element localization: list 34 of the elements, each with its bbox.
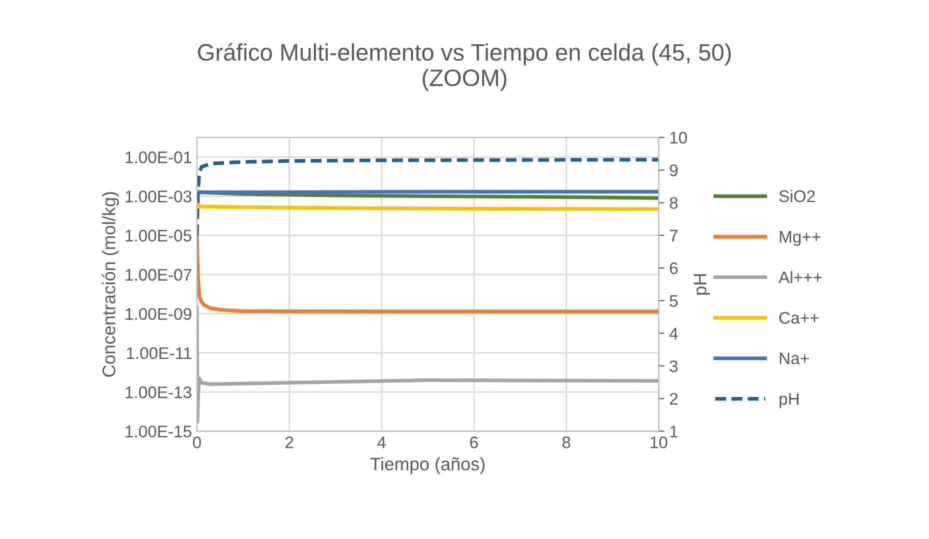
chart-title: Gráfico Multi-elemento vs Tiempo en celda (45, 50) (ZOOM) bbox=[198, 43, 731, 91]
x-tick-label: 6 bbox=[470, 436, 478, 448]
y-tick-label: 1.00E-11 bbox=[126, 347, 192, 360]
legend-label: pH bbox=[780, 393, 798, 408]
y2-tick-label: 1 bbox=[670, 426, 678, 438]
y2-tick-label: 8 bbox=[670, 197, 678, 209]
legend-label: Mg++ bbox=[780, 231, 820, 246]
x-tick-label: 4 bbox=[377, 436, 386, 448]
y2-tick-label: 9 bbox=[670, 164, 678, 176]
y2-tick-label: 2 bbox=[670, 392, 678, 405]
y2-tick-label: 4 bbox=[669, 328, 678, 340]
x-tick-label: 0 bbox=[192, 436, 201, 448]
y-tick-label: 1.00E-03 bbox=[126, 190, 192, 202]
legend-label: Na+ bbox=[780, 352, 809, 364]
y-tick-label: 1.00E-05 bbox=[126, 230, 192, 242]
y2-tick-label: 3 bbox=[670, 360, 678, 372]
y-tick-label: 1.00E-01 bbox=[126, 151, 192, 164]
y2-tick-label: 7 bbox=[670, 230, 678, 242]
x-tick-label: 8 bbox=[562, 436, 570, 448]
legend-label: Ca++ bbox=[779, 312, 818, 324]
x-tick-label: 10 bbox=[650, 436, 668, 448]
legend-label: SiO2 bbox=[779, 190, 815, 202]
y2-axis-title: pH bbox=[694, 274, 710, 295]
x-tick-label: 2 bbox=[285, 436, 294, 448]
y-tick-label: 1.00E-09 bbox=[126, 308, 192, 320]
x-axis-title: Tiempo (años) bbox=[370, 457, 485, 474]
y2-tick-label: 6 bbox=[670, 262, 678, 274]
y-axis-title: Concentración (mol/kg) bbox=[102, 192, 119, 377]
y-tick-label: 1.00E-13 bbox=[126, 386, 192, 398]
y2-tick-label: 10 bbox=[670, 132, 687, 144]
legend-label: Al+++ bbox=[778, 270, 822, 284]
y-tick-label: 1.00E-15 bbox=[126, 426, 192, 438]
y2-tick-label: 5 bbox=[670, 295, 678, 307]
y-tick-label: 1.00E-07 bbox=[126, 268, 192, 281]
